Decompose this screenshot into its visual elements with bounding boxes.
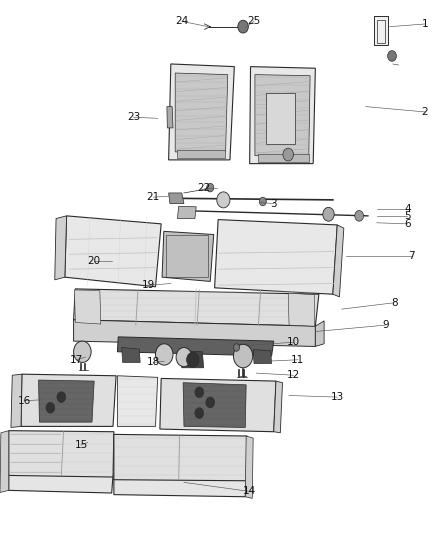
Polygon shape: [21, 374, 116, 426]
Polygon shape: [122, 348, 140, 362]
Circle shape: [187, 352, 199, 367]
Polygon shape: [117, 376, 158, 426]
Text: 8: 8: [391, 298, 398, 308]
Polygon shape: [65, 216, 161, 287]
Text: 15: 15: [74, 440, 88, 450]
Polygon shape: [74, 320, 315, 346]
Polygon shape: [169, 193, 184, 204]
Polygon shape: [9, 473, 113, 493]
Polygon shape: [288, 293, 314, 326]
Text: 25: 25: [247, 17, 261, 26]
Circle shape: [176, 348, 192, 367]
Text: 13: 13: [331, 392, 344, 402]
Bar: [258, 154, 309, 162]
Polygon shape: [253, 350, 272, 364]
Text: 10: 10: [287, 337, 300, 347]
Circle shape: [238, 20, 248, 33]
Polygon shape: [114, 478, 246, 497]
Text: 14: 14: [243, 487, 256, 496]
Circle shape: [206, 397, 215, 408]
Polygon shape: [315, 321, 324, 346]
Circle shape: [74, 341, 91, 362]
Text: 6: 6: [404, 219, 411, 229]
Polygon shape: [160, 378, 276, 432]
Text: 23: 23: [127, 112, 140, 122]
Polygon shape: [39, 380, 94, 422]
Circle shape: [207, 183, 214, 192]
Circle shape: [388, 51, 396, 61]
Circle shape: [355, 211, 364, 221]
Polygon shape: [215, 220, 337, 294]
Circle shape: [259, 197, 266, 206]
Polygon shape: [9, 431, 114, 477]
Polygon shape: [169, 64, 234, 160]
Polygon shape: [245, 436, 253, 498]
Polygon shape: [162, 231, 214, 281]
Text: 24: 24: [175, 17, 188, 26]
Text: 4: 4: [404, 204, 411, 214]
Polygon shape: [74, 290, 101, 324]
Circle shape: [323, 207, 334, 221]
Polygon shape: [55, 216, 67, 280]
Polygon shape: [183, 383, 246, 427]
Circle shape: [155, 344, 173, 365]
Circle shape: [217, 192, 230, 208]
Text: 20: 20: [88, 256, 101, 266]
Text: 17: 17: [70, 355, 83, 365]
Circle shape: [57, 392, 66, 402]
Polygon shape: [117, 337, 274, 356]
Text: 11: 11: [291, 355, 304, 365]
Text: 7: 7: [408, 251, 415, 261]
Text: 16: 16: [18, 396, 31, 406]
Polygon shape: [0, 431, 9, 492]
Bar: [266, 93, 295, 144]
Polygon shape: [175, 73, 228, 152]
Text: 1: 1: [421, 19, 428, 29]
Polygon shape: [11, 374, 22, 427]
Text: 3: 3: [270, 199, 277, 208]
Polygon shape: [114, 434, 247, 481]
Text: 2: 2: [421, 107, 428, 117]
Circle shape: [46, 402, 55, 413]
Polygon shape: [167, 107, 173, 128]
Polygon shape: [255, 75, 310, 156]
Polygon shape: [274, 381, 283, 433]
Bar: [166, 235, 208, 277]
Circle shape: [283, 148, 293, 161]
Polygon shape: [250, 67, 315, 164]
Text: 9: 9: [382, 320, 389, 330]
Text: 18: 18: [147, 358, 160, 367]
Polygon shape: [374, 16, 388, 45]
Text: 19: 19: [142, 280, 155, 290]
Circle shape: [233, 344, 240, 351]
Text: 21: 21: [147, 192, 160, 202]
Text: 12: 12: [287, 370, 300, 380]
Polygon shape: [74, 289, 319, 326]
Bar: [377, 20, 385, 43]
Circle shape: [233, 344, 253, 368]
Text: 5: 5: [404, 212, 411, 221]
Circle shape: [195, 408, 204, 418]
Circle shape: [195, 387, 204, 398]
Bar: [177, 150, 225, 158]
Polygon shape: [177, 206, 196, 219]
Text: 22: 22: [197, 183, 210, 192]
Polygon shape: [180, 351, 204, 368]
Polygon shape: [333, 225, 344, 297]
